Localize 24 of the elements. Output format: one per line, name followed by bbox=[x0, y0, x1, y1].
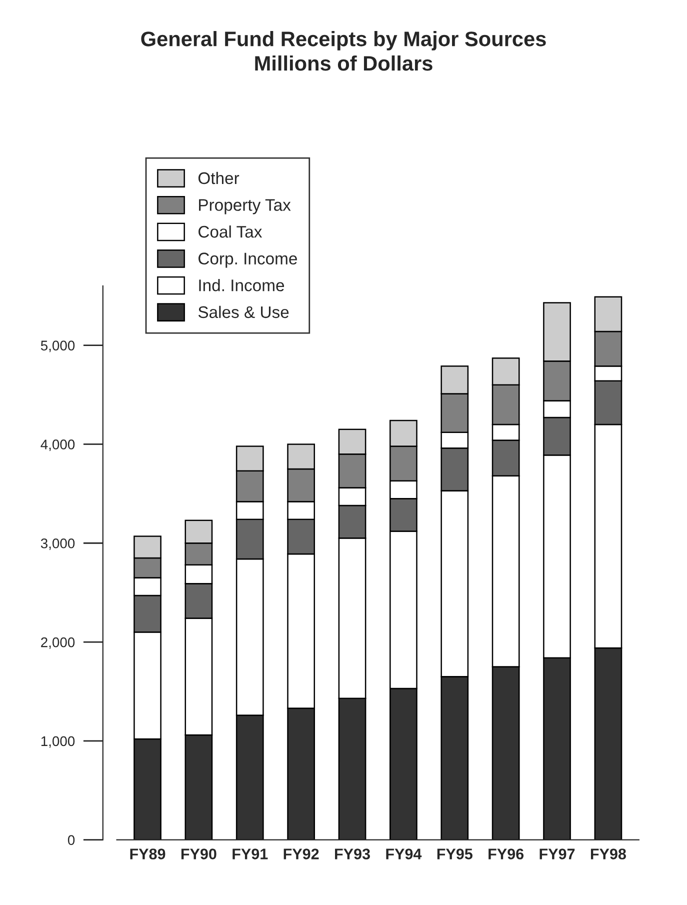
y-tick-label: 4,000 bbox=[40, 440, 75, 452]
legend-label: Property Tax bbox=[199, 199, 291, 214]
y-tick-label: 5,000 bbox=[40, 340, 75, 352]
x-tick-label: FY96 bbox=[488, 848, 524, 860]
legend-label: Other bbox=[198, 172, 240, 184]
y-tick-label: 2,000 bbox=[41, 637, 75, 649]
chart-title: General Fund Receipts by Major Sources bbox=[141, 31, 546, 50]
x-tick-label: FY97 bbox=[540, 848, 575, 860]
x-tick-label: FY93 bbox=[335, 848, 370, 860]
legend-label: Sales & Use bbox=[198, 306, 289, 318]
legend-label: Corp. Income bbox=[198, 252, 297, 268]
y-tick-label: 3,000 bbox=[40, 538, 75, 550]
x-tick-label: FY98 bbox=[590, 848, 626, 860]
x-tick-label: FY91 bbox=[232, 848, 268, 860]
y-tick-label: 0 bbox=[68, 835, 75, 846]
x-tick-label: FY95 bbox=[437, 848, 472, 860]
x-tick-label: FY90 bbox=[181, 848, 216, 860]
y-tick-label: 1,000 bbox=[41, 736, 75, 748]
x-tick-label: FY94 bbox=[386, 848, 422, 860]
chart-subtitle: Millions of Dollars bbox=[255, 55, 432, 71]
x-tick-label: FY89 bbox=[130, 848, 166, 860]
legend-label: Coal Tax bbox=[198, 225, 262, 238]
x-tick-label: FY92 bbox=[284, 848, 319, 860]
legend-label: Ind. Income bbox=[199, 279, 284, 292]
